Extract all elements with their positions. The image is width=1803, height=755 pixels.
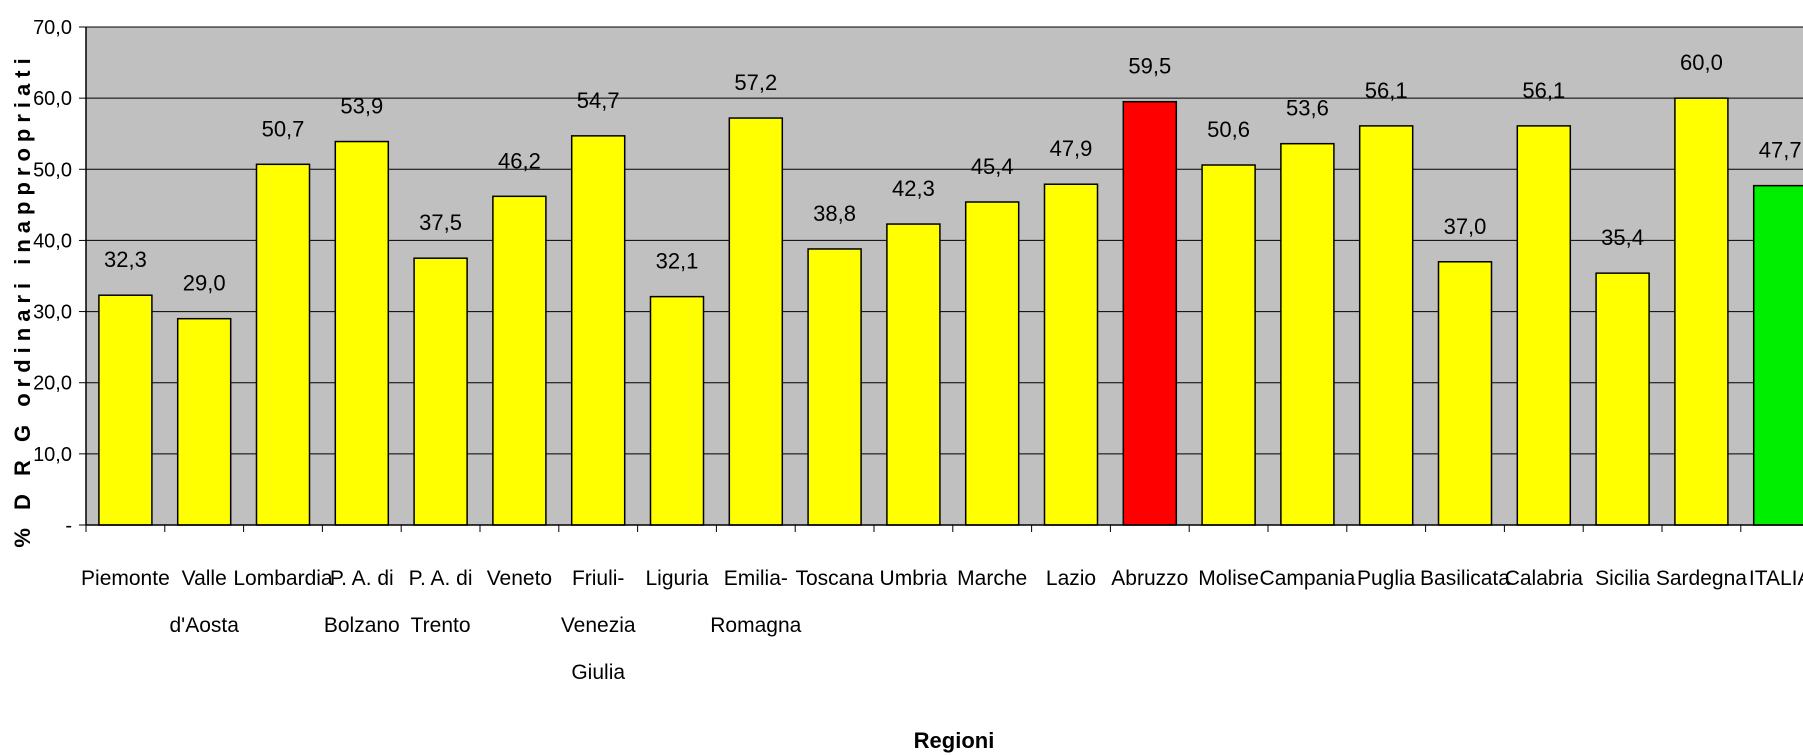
x-axis-title: Regioni bbox=[914, 728, 995, 753]
value-label: 37,0 bbox=[1444, 214, 1487, 239]
bar bbox=[570, 135, 626, 526]
value-label: 53,6 bbox=[1286, 96, 1329, 121]
category-label: Umbria bbox=[880, 567, 948, 590]
bar bbox=[1752, 184, 1803, 526]
category-label: Lazio bbox=[1046, 567, 1096, 590]
category-label: Valle d'Aosta bbox=[170, 567, 240, 637]
value-label: 38,8 bbox=[813, 201, 856, 226]
y-tick-label: 70,0 bbox=[33, 17, 72, 39]
bar bbox=[255, 163, 311, 526]
category-label: Puglia bbox=[1357, 567, 1416, 590]
bar bbox=[1043, 183, 1099, 526]
category-label: Veneto bbox=[487, 567, 552, 590]
bar bbox=[886, 223, 941, 526]
y-tick-labels: - 10,0 20,0 30,0 40,0 50,0 60,0 70,0 bbox=[33, 17, 72, 537]
value-label: 54,7 bbox=[577, 88, 620, 113]
value-label: 57,2 bbox=[734, 70, 777, 95]
category-label: Liguria bbox=[645, 567, 708, 590]
category-label: ITALIA bbox=[1749, 567, 1803, 590]
bars bbox=[98, 97, 1803, 526]
value-label: 56,1 bbox=[1522, 78, 1565, 103]
category-label: P. A. di Bolzano bbox=[324, 567, 400, 637]
category-label: P. A. di Trento bbox=[409, 567, 473, 637]
category-label: Friuli-Venezia Giulia bbox=[561, 567, 636, 684]
value-label: 50,6 bbox=[1207, 117, 1250, 142]
value-label: 47,9 bbox=[1050, 136, 1093, 161]
bar bbox=[1437, 261, 1493, 526]
value-label: 56,1 bbox=[1365, 78, 1408, 103]
bar bbox=[98, 294, 153, 526]
y-tick-label: 20,0 bbox=[33, 373, 72, 395]
y-tick-label: 30,0 bbox=[33, 302, 72, 324]
y-tick-label: 40,0 bbox=[33, 230, 72, 252]
bar bbox=[1674, 97, 1729, 526]
y-axis-title: % D R G ordinari inappropriati bbox=[10, 52, 35, 547]
bar bbox=[492, 195, 547, 526]
value-labels: 32,3 29,0 50,7 53,9 37,5 46,2 54,7 32,1 57,2 38,8… bbox=[104, 50, 1802, 296]
bar bbox=[1358, 125, 1414, 526]
category-label: Emilia-Romagna bbox=[710, 567, 801, 637]
bar bbox=[649, 295, 705, 526]
category-label: Piemonte bbox=[81, 567, 170, 590]
category-label: Sicilia bbox=[1595, 567, 1650, 590]
bar bbox=[413, 257, 468, 526]
value-label: 60,0 bbox=[1680, 50, 1723, 75]
value-label: 29,0 bbox=[183, 271, 226, 296]
bar bbox=[1122, 100, 1178, 526]
category-label: Marche bbox=[957, 567, 1027, 590]
category-label: Calabria bbox=[1505, 567, 1584, 590]
value-label: 45,4 bbox=[971, 154, 1014, 179]
category-label: Campania bbox=[1260, 567, 1356, 590]
category-label: Basilicata bbox=[1420, 567, 1510, 590]
value-label: 59,5 bbox=[1128, 54, 1171, 79]
value-label: 32,1 bbox=[656, 249, 699, 274]
value-label: 46,2 bbox=[498, 148, 541, 173]
category-label: Toscana bbox=[795, 567, 874, 590]
y-tick-label: 50,0 bbox=[33, 159, 72, 181]
value-label: 47,7 bbox=[1759, 138, 1802, 163]
value-label: 37,5 bbox=[419, 210, 462, 235]
category-label: Sardegna bbox=[1656, 567, 1747, 590]
category-label: Lombardia bbox=[233, 567, 333, 590]
bar bbox=[1516, 125, 1572, 526]
category-label: Molise bbox=[1198, 567, 1259, 590]
bar bbox=[1201, 164, 1256, 526]
y-tick-label: 10,0 bbox=[33, 444, 72, 466]
value-label: 53,9 bbox=[340, 94, 383, 119]
bar bbox=[176, 317, 232, 526]
value-label: 32,3 bbox=[104, 247, 147, 272]
y-tick-label: - bbox=[65, 515, 72, 537]
bar bbox=[334, 140, 390, 526]
value-label: 35,4 bbox=[1601, 225, 1644, 250]
value-label: 42,3 bbox=[892, 176, 935, 201]
bar bbox=[1280, 142, 1335, 526]
category-label: Abruzzo bbox=[1111, 567, 1188, 590]
axes bbox=[85, 27, 1803, 526]
bar bbox=[1595, 272, 1650, 526]
bar bbox=[807, 248, 862, 526]
y-tick-label: 60,0 bbox=[33, 88, 72, 110]
value-label: 50,7 bbox=[262, 116, 305, 141]
bar bbox=[964, 201, 1020, 526]
bar bbox=[728, 117, 784, 526]
